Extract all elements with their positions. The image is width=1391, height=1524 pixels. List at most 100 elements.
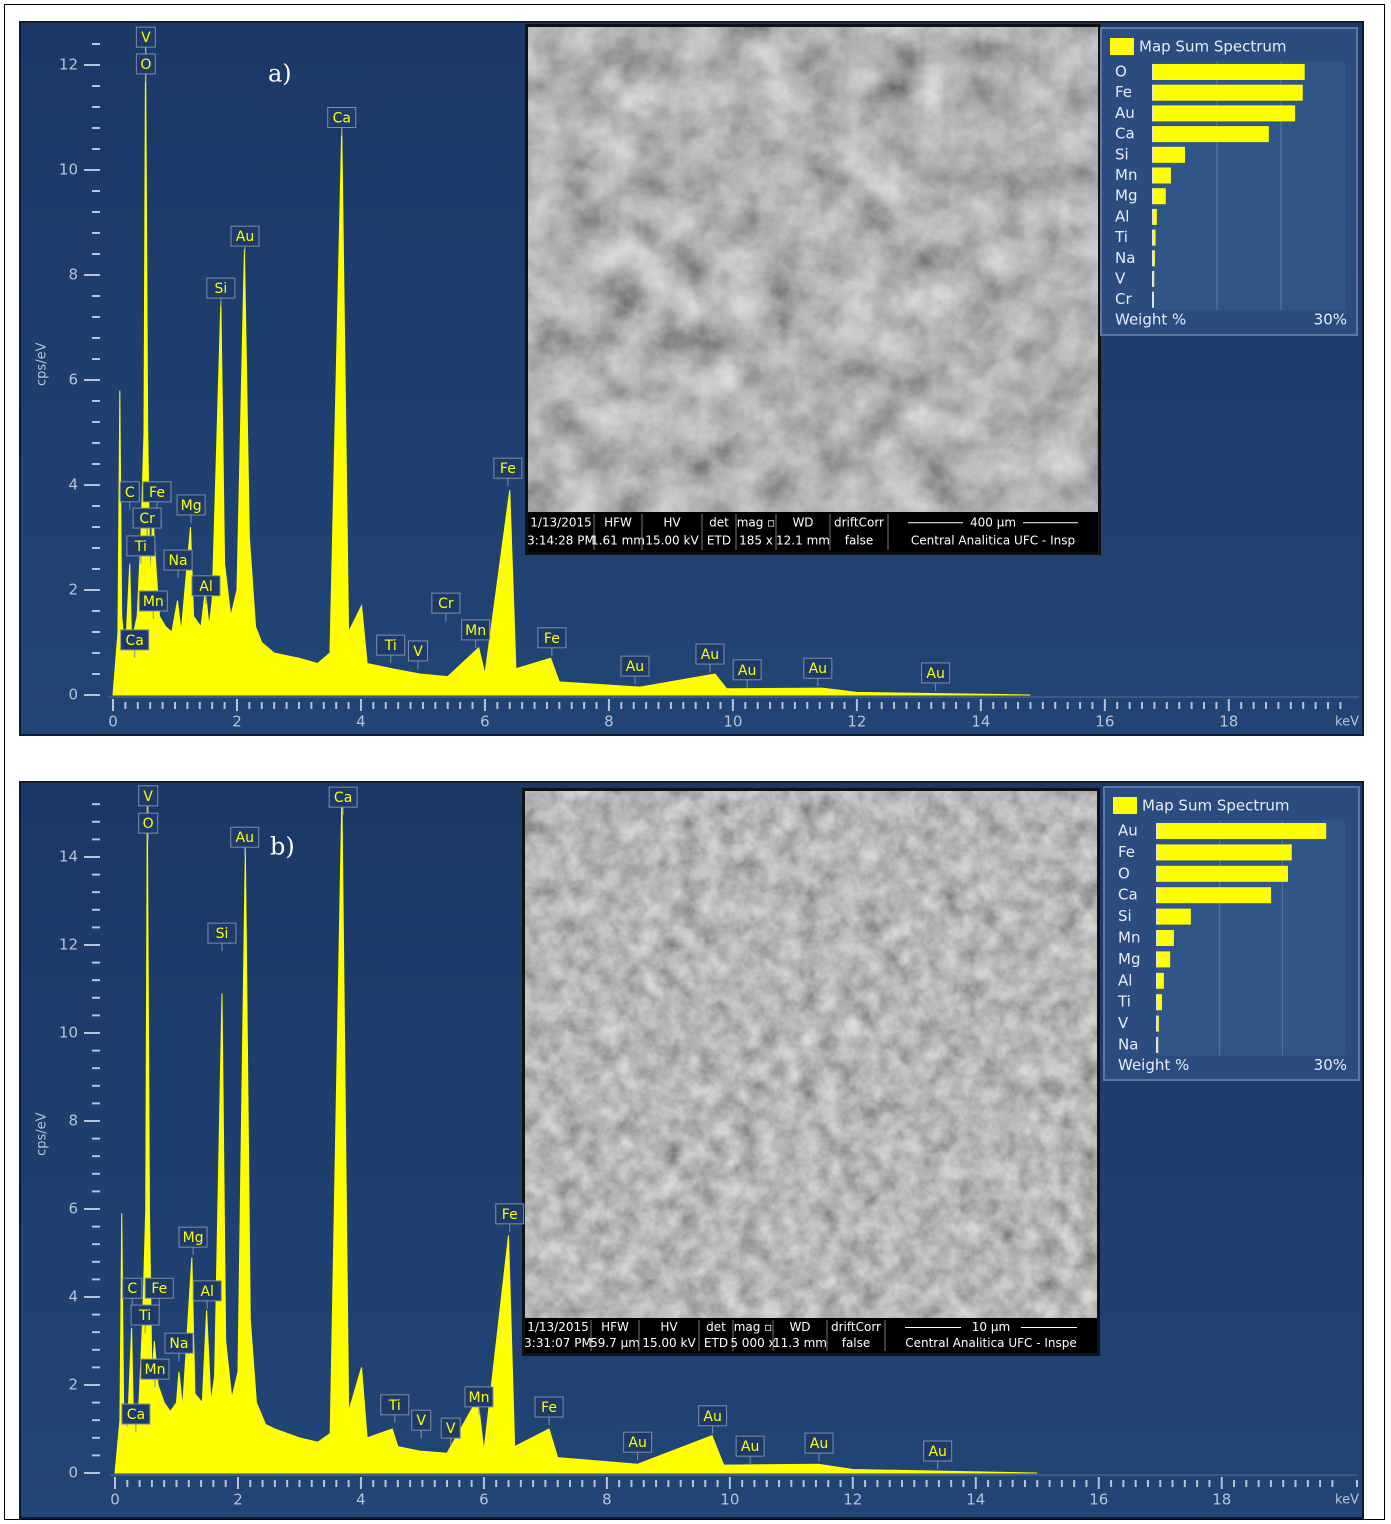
peak-label: Si	[214, 281, 227, 297]
peak-label: Mg	[181, 498, 202, 514]
peak-label: Al	[199, 579, 212, 595]
x-axis-label: Weight %	[1115, 311, 1186, 329]
peak-label: Cr	[139, 511, 155, 527]
legend-swatch	[1113, 797, 1137, 814]
bar	[1153, 168, 1171, 184]
bar	[1153, 85, 1303, 101]
y-tick-label: 10	[59, 1024, 78, 1042]
x-tick-label: 10	[720, 1491, 739, 1509]
peak-label: C	[125, 485, 135, 501]
info-text: 15.00 kV	[642, 1336, 696, 1350]
category-label: O	[1115, 63, 1127, 81]
category-label: O	[1118, 864, 1130, 882]
info-text: mag ▫	[737, 515, 776, 529]
peak-label: Au	[810, 1436, 828, 1452]
peak-label: Mn	[469, 1390, 490, 1406]
x-tick-label: 14	[966, 1491, 985, 1509]
peak-label: Au	[926, 666, 944, 682]
x-axis-label: keV	[1335, 715, 1359, 730]
bar	[1157, 1037, 1158, 1053]
y-tick-label: 14	[59, 848, 78, 866]
info-text: 10 µm	[972, 1320, 1010, 1334]
y-tick-label: 8	[68, 266, 78, 284]
info-text: 185 x	[739, 534, 773, 548]
peak-label: Al	[200, 1284, 213, 1300]
peak-label: V	[413, 644, 423, 660]
bar	[1153, 64, 1305, 80]
x-tick-label: 2	[233, 1491, 243, 1509]
bar	[1157, 973, 1164, 989]
peak-label: Ti	[138, 1308, 151, 1324]
category-label: Al	[1115, 207, 1129, 225]
y-tick-label: 12	[59, 936, 78, 954]
x-tick-label: 12	[843, 1491, 862, 1509]
info-text: det	[706, 1320, 726, 1334]
peak-label: Au	[626, 659, 644, 675]
info-text: 15.00 kV	[645, 534, 699, 548]
x-tick-label: 0	[110, 1491, 120, 1509]
bar	[1157, 1016, 1159, 1032]
bar	[1157, 909, 1191, 925]
peak-label: Au	[703, 1409, 721, 1425]
info-text: HFW	[604, 515, 632, 529]
peak-label: Au	[236, 229, 254, 245]
x-tick-label: 16	[1095, 713, 1114, 731]
category-label: Si	[1115, 145, 1129, 163]
x-tick-label: 6	[479, 1491, 489, 1509]
peak-label: O	[143, 816, 154, 832]
peak-label: V	[143, 789, 153, 805]
peak-label: Na	[169, 1336, 188, 1352]
category-label: Au	[1115, 104, 1135, 122]
category-label: Mg	[1118, 950, 1140, 968]
bar	[1153, 230, 1156, 246]
peak-label: Si	[216, 926, 229, 942]
peak-label: V	[446, 1421, 456, 1437]
x-tick-label: 2	[232, 713, 242, 731]
x-tick-label: 18	[1219, 713, 1238, 731]
category-label: Na	[1118, 1036, 1138, 1054]
peak-label: Na	[169, 553, 188, 569]
peak-label: Au	[809, 661, 827, 677]
category-label: Ti	[1114, 228, 1128, 246]
info-text: 3:14:28 PM	[527, 534, 595, 548]
category-label: Mn	[1115, 166, 1137, 184]
peak-label: Fe	[149, 485, 165, 501]
info-text: ETD	[707, 534, 731, 548]
y-tick-label: 0	[68, 1464, 78, 1482]
peak-label: Fe	[151, 1281, 167, 1297]
y-tick-label: 6	[68, 371, 78, 389]
category-label: Mn	[1118, 929, 1140, 947]
y-tick-label: 2	[68, 581, 78, 599]
x-tick-label: 12	[847, 713, 866, 731]
info-text: 11.3 mm	[773, 1336, 827, 1350]
sem-image	[525, 791, 1097, 1318]
peak-label: Mn	[144, 1362, 165, 1378]
info-text: 5 000 x	[730, 1336, 775, 1350]
x-tick-label: 0	[108, 713, 118, 731]
peak-label: Mg	[183, 1230, 204, 1246]
x-tick-label: 16	[1089, 1491, 1108, 1509]
peak-label: Fe	[541, 1400, 557, 1416]
bar	[1153, 147, 1185, 163]
peak-label: V	[416, 1413, 426, 1429]
category-label: Na	[1115, 249, 1135, 267]
panel-label: b)	[270, 833, 295, 861]
info-text: det	[709, 515, 729, 529]
info-text: 59.7 µm	[590, 1336, 640, 1350]
info-text: 3:31:07 PM	[524, 1336, 592, 1350]
info-text: Central Analitica UFC - Insp	[911, 534, 1075, 548]
peak-label: O	[140, 57, 151, 73]
category-label: Cr	[1115, 290, 1132, 308]
x-tick-label: 8	[602, 1491, 612, 1509]
peak-label: Au	[628, 1435, 646, 1451]
peak-label: Fe	[500, 461, 516, 477]
peak-label: Mn	[143, 594, 164, 610]
x-axis-label: keV	[1335, 1493, 1359, 1508]
peak-label: Fe	[544, 631, 560, 647]
peak-label: V	[141, 30, 151, 46]
info-text: 1/13/2015	[530, 515, 592, 529]
y-tick-label: 8	[68, 1112, 78, 1130]
bar	[1153, 188, 1166, 204]
bar	[1157, 994, 1162, 1010]
y-tick-label: 2	[68, 1376, 78, 1394]
